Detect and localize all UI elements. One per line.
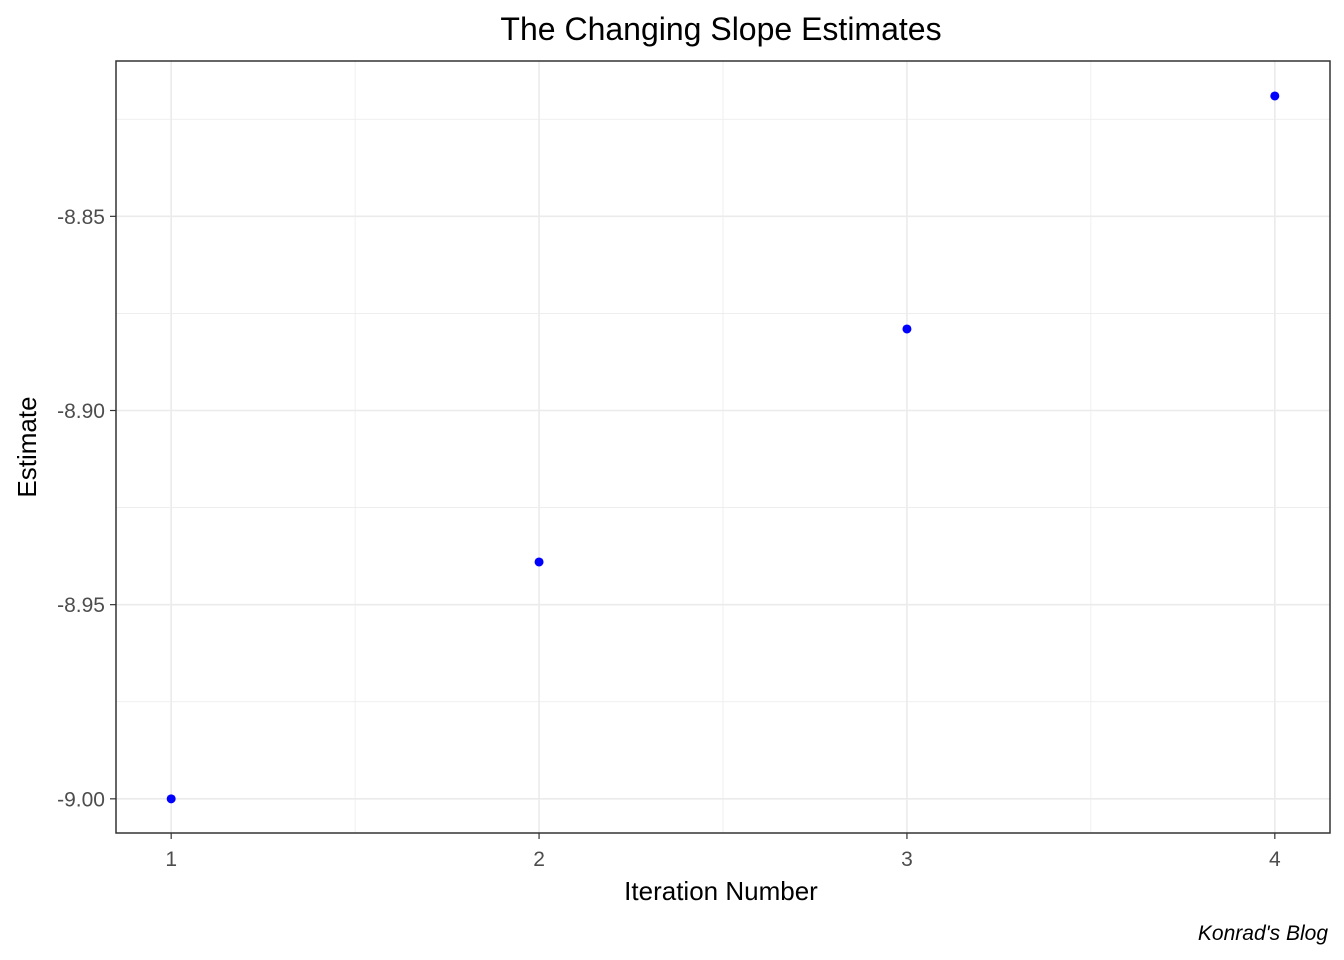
y-axis: -9.00 -8.95 -8.90 -8.85 (57, 206, 116, 811)
y-tick-label: -8.85 (57, 206, 105, 229)
y-tick-label: -8.95 (57, 594, 105, 617)
y-tick-label: -8.90 (57, 400, 105, 423)
data-point (1270, 91, 1280, 101)
major-gridlines (116, 61, 1330, 833)
caption: Konrad's Blog (1198, 922, 1328, 945)
y-axis-title: Estimate (12, 396, 42, 497)
x-tick-label: 3 (901, 848, 913, 871)
x-axis-title: Iteration Number (624, 876, 818, 906)
plot-panel (115, 60, 1331, 834)
x-axis: 1 2 3 4 (165, 833, 1281, 871)
data-point (166, 794, 176, 804)
y-tick-label: -9.00 (57, 788, 105, 811)
x-tick-label: 2 (533, 848, 545, 871)
x-tick-label: 1 (165, 848, 177, 871)
data-point (902, 324, 912, 334)
minor-gridlines (116, 61, 1330, 833)
data-point (534, 557, 544, 567)
panel-border (115, 60, 1331, 834)
data-points (166, 91, 1280, 804)
x-tick-label: 4 (1269, 848, 1281, 871)
chart-title: The Changing Slope Estimates (500, 11, 941, 47)
